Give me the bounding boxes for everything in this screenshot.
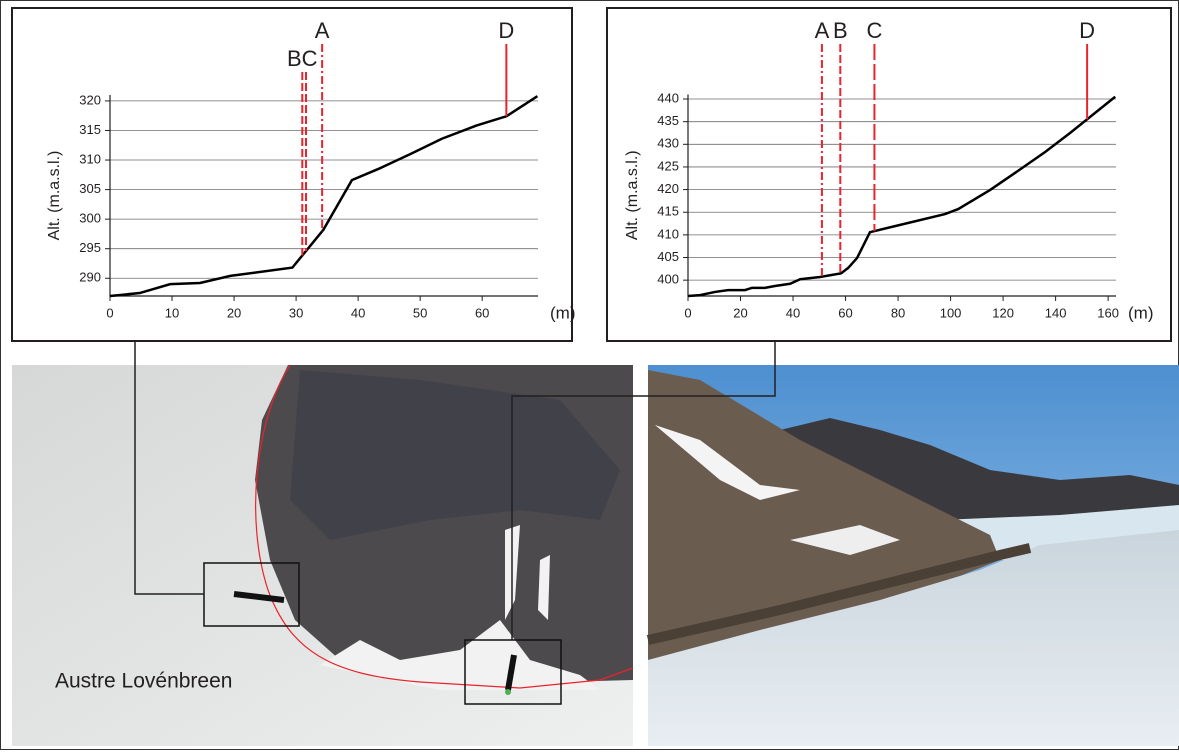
photo-caption: Austre Lovénbreen bbox=[55, 670, 232, 693]
y-tick-label: 415 bbox=[657, 204, 679, 219]
y-axis-label: Alt. (m.a.s.l.) bbox=[46, 151, 63, 241]
y-tick-label: 440 bbox=[657, 90, 679, 105]
x-tick-label: 60 bbox=[838, 305, 852, 320]
x-tick-label: 20 bbox=[227, 305, 241, 320]
marker-label: BC bbox=[287, 46, 318, 71]
marker-label: D bbox=[498, 18, 514, 43]
marker-label: A bbox=[315, 18, 330, 43]
marker-label: A bbox=[815, 18, 830, 43]
y-tick-label: 410 bbox=[657, 226, 679, 241]
x-tick-label: 140 bbox=[1045, 305, 1067, 320]
x-tick-label: 10 bbox=[165, 305, 179, 320]
y-tick-label: 400 bbox=[657, 272, 679, 287]
x-tick-label: 120 bbox=[992, 305, 1014, 320]
x-tick-label: 30 bbox=[289, 305, 303, 320]
x-tick-label: 160 bbox=[1097, 305, 1119, 320]
y-tick-label: 425 bbox=[657, 158, 679, 173]
x-tick-label: 100 bbox=[940, 305, 962, 320]
y-tick-label: 300 bbox=[79, 211, 101, 226]
y-tick-label: 320 bbox=[79, 92, 101, 107]
y-tick-label: 435 bbox=[657, 113, 679, 128]
y-tick-label: 310 bbox=[79, 151, 101, 166]
x-tick-label: 80 bbox=[891, 305, 905, 320]
x-tick-label: 60 bbox=[475, 305, 489, 320]
marker-label: B bbox=[833, 18, 848, 43]
y-tick-label: 305 bbox=[79, 181, 101, 196]
x-tick-label: 50 bbox=[413, 305, 427, 320]
y-tick-label: 420 bbox=[657, 181, 679, 196]
y-tick-label: 430 bbox=[657, 136, 679, 151]
aerial-photo: Austre Lovénbreen bbox=[12, 365, 633, 746]
ground-photo bbox=[648, 365, 1179, 746]
x-tick-label: 40 bbox=[351, 305, 365, 320]
y-tick-label: 405 bbox=[657, 249, 679, 264]
y-tick-label: 295 bbox=[79, 240, 101, 255]
x-axis-label: (m) bbox=[550, 303, 575, 322]
x-tick-label: 0 bbox=[106, 305, 113, 320]
marker-label: C bbox=[866, 18, 882, 43]
x-tick-label: 0 bbox=[684, 305, 691, 320]
y-tick-label: 290 bbox=[79, 270, 101, 285]
x-tick-label: 40 bbox=[786, 305, 800, 320]
y-axis-label: Alt. (m.a.s.l.) bbox=[624, 150, 641, 240]
figure: Austre Lovénbreen 2902953003053103153200… bbox=[0, 0, 1179, 750]
x-tick-label: 20 bbox=[733, 305, 747, 320]
y-tick-label: 315 bbox=[79, 122, 101, 137]
marker-label: D bbox=[1079, 18, 1095, 43]
x-axis-label: (m) bbox=[1128, 303, 1153, 322]
